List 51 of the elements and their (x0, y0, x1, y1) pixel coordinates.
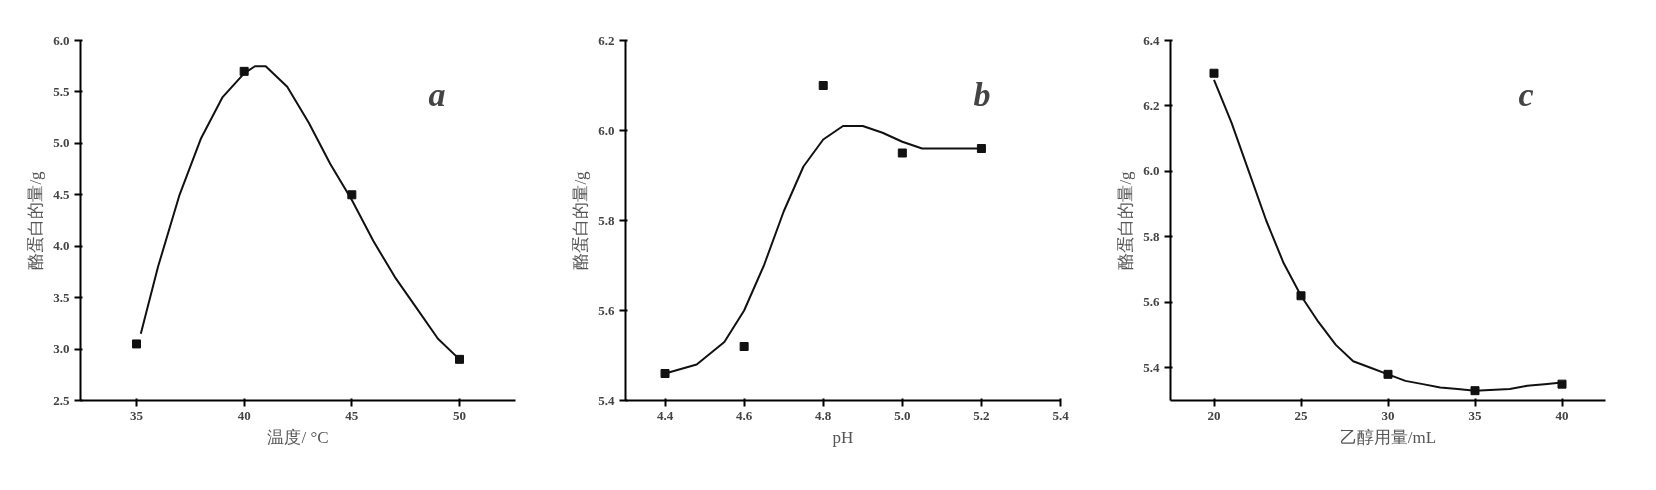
y-tick-label: 5.0 (53, 135, 70, 151)
x-axis-title: 温度/ °C (267, 427, 329, 447)
y-axis-title: 酪蛋白的量/g (571, 170, 591, 270)
x-tick-label: 35 (129, 407, 144, 423)
point (897, 148, 907, 158)
point (739, 342, 749, 351)
x-tick-label: 4.8 (815, 407, 832, 423)
x-tick-label: 30 (1381, 407, 1395, 423)
point (818, 81, 828, 90)
y-tick-label: 5.6 (1143, 294, 1160, 310)
x-tick-label: 35 (1468, 407, 1482, 423)
x-axis-title: 乙醇用量/mL (1339, 427, 1437, 447)
y-tick-label: 5.6 (598, 302, 615, 318)
x-tick-label: 5.4 (1052, 407, 1070, 423)
y-tick-label: 6.0 (1143, 163, 1160, 179)
x-tick-label: 40 (237, 407, 251, 423)
point (660, 369, 670, 378)
y-tick-label: 5.8 (1143, 228, 1160, 244)
y-tick-label: 5.5 (53, 83, 70, 99)
y-tick-label: 6.0 (598, 122, 615, 138)
x-tick-label: 4.4 (656, 407, 674, 423)
y-tick-label: 5.8 (598, 212, 615, 228)
point (976, 144, 986, 153)
x-axis-title: pH (832, 427, 854, 447)
point (1209, 68, 1219, 78)
y-tick-label: 4.0 (53, 238, 70, 254)
y-tick-label: 3.5 (53, 289, 70, 305)
annotation: b (973, 75, 991, 113)
x-tick-label: 40 (1555, 407, 1569, 423)
y-tick-label: 5.4 (598, 392, 615, 408)
y-tick-label: 6.2 (1143, 97, 1160, 113)
x-tick-label: 45 (345, 407, 359, 423)
annotation: c (1518, 75, 1534, 113)
y-tick-label: 6.0 (53, 32, 70, 48)
point (131, 339, 141, 349)
x-tick-label: 50 (453, 407, 467, 423)
x-tick-label: 25 (1294, 407, 1308, 423)
y-tick-label: 4.5 (53, 186, 70, 202)
y-tick-label: 3.0 (53, 341, 70, 357)
y-tick-label: 6.4 (1143, 32, 1160, 48)
y-tick-label: 5.4 (1143, 359, 1160, 375)
y-tick-label: 2.5 (53, 392, 70, 408)
annotation: a (428, 75, 446, 113)
x-tick-label: 5.2 (973, 407, 990, 423)
x-tick-label: 5.0 (894, 407, 911, 423)
y-axis-title: 酪蛋白的量/g (26, 170, 46, 270)
point (1557, 379, 1567, 389)
x-tick-label: 20 (1207, 407, 1221, 423)
y-axis-title: 酪蛋白的量/g (1116, 170, 1136, 270)
y-tick-label: 6.2 (598, 32, 615, 48)
x-tick-label: 4.6 (736, 407, 753, 423)
